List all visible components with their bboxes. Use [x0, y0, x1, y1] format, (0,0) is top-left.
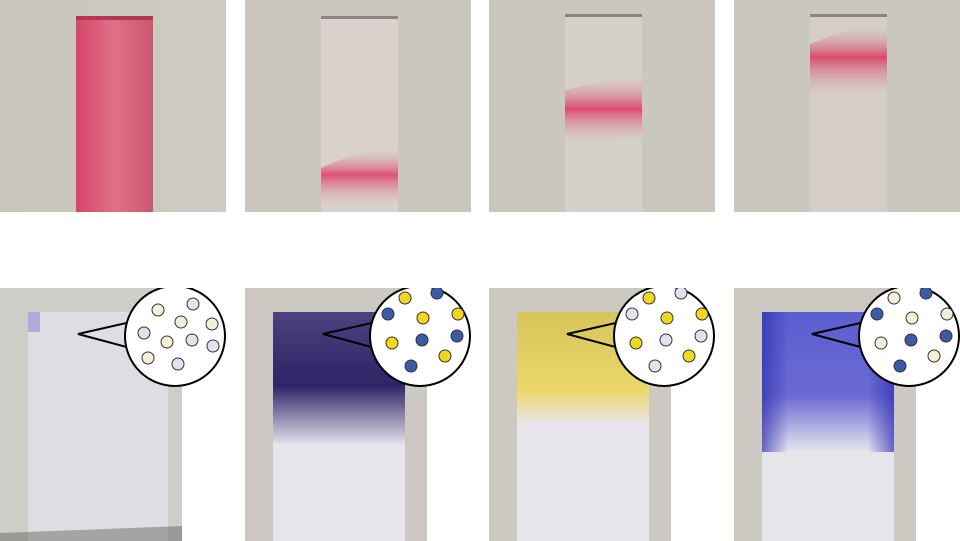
photo-cuvette-band-high: [734, 0, 960, 212]
photo-cuvette-full-pink: [0, 0, 226, 212]
callout-magnifier: [77, 288, 226, 387]
callout-magnifier: [566, 288, 715, 387]
photo-slab-yellow: [489, 288, 715, 541]
photo-cuvette-band-middle: [489, 0, 715, 212]
photo-slab-clear: [0, 288, 226, 541]
molecule-dots: [870, 288, 954, 373]
molecule-dots: [381, 288, 465, 373]
callout-magnifier: [811, 288, 960, 387]
photo-slab-dark-blue: [245, 288, 471, 541]
molecule-dots: [137, 297, 220, 371]
photo-cuvette-band-low: [245, 0, 471, 212]
callout-magnifier: [322, 288, 471, 387]
molecule-dots: [625, 288, 709, 373]
photo-slab-blue: [734, 288, 960, 541]
